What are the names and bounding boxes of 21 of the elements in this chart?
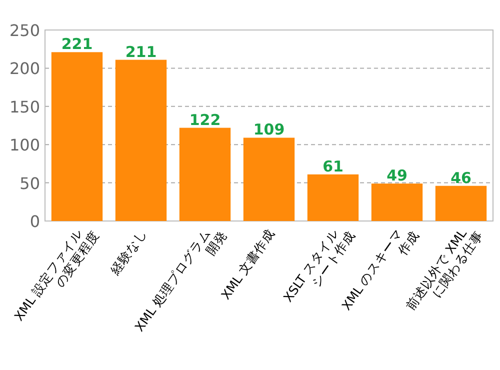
data-label: 211: [125, 42, 157, 61]
y-tick-label: 200: [9, 59, 40, 78]
data-label: 49: [386, 166, 408, 185]
bar: [115, 60, 167, 221]
bar: [307, 174, 359, 221]
y-tick-label: 50: [20, 174, 40, 193]
y-tick-label: 0: [30, 212, 40, 231]
data-label: 109: [253, 120, 285, 139]
y-tick-label: 150: [9, 97, 40, 116]
x-tick-label: 経験なし: [106, 226, 150, 278]
data-label: 61: [322, 157, 344, 176]
y-tick-label: 250: [9, 21, 40, 40]
data-label: 122: [189, 110, 221, 129]
data-label: 46: [450, 168, 472, 187]
bar: [435, 186, 487, 221]
bar: [51, 52, 103, 221]
bar: [243, 138, 295, 221]
bar: [179, 128, 231, 221]
y-tick-label: 100: [9, 136, 40, 155]
data-label: 221: [61, 35, 93, 54]
bar: [371, 184, 423, 221]
